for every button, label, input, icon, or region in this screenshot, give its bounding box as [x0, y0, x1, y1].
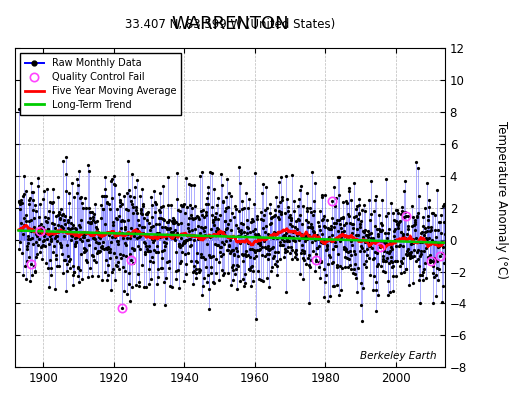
Legend: Raw Monthly Data, Quality Control Fail, Five Year Moving Average, Long-Term Tren: Raw Monthly Data, Quality Control Fail, … [20, 53, 181, 115]
Title: WARRENTON: WARRENTON [171, 15, 289, 33]
Text: Berkeley Earth: Berkeley Earth [359, 351, 436, 361]
Text: 33.407 N, 83.599 W (United States): 33.407 N, 83.599 W (United States) [125, 18, 335, 31]
Text: Temperature Anomaly (°C): Temperature Anomaly (°C) [495, 121, 508, 279]
